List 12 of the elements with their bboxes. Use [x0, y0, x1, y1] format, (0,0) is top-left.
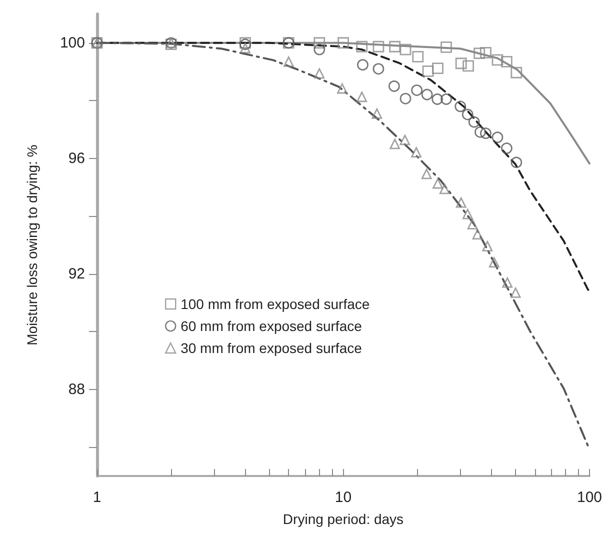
y-tick-label: 96 — [68, 150, 85, 167]
legend-label: 60 mm from exposed surface — [180, 318, 362, 334]
y-axis-title: Moisture loss owing to drying: % — [24, 144, 40, 346]
legend-label: 30 mm from exposed surface — [180, 340, 362, 356]
x-tick-label: 100 — [576, 489, 602, 506]
legend-label: 100 mm from exposed surface — [180, 296, 370, 312]
y-tick-label: 92 — [68, 265, 85, 282]
y-tick-label: 100 — [60, 34, 85, 52]
x-tick-label: 1 — [92, 489, 102, 506]
x-axis-title: Drying period: days — [282, 511, 404, 527]
x-tick-label: 10 — [334, 489, 352, 506]
y-tick-label: 88 — [68, 380, 85, 398]
